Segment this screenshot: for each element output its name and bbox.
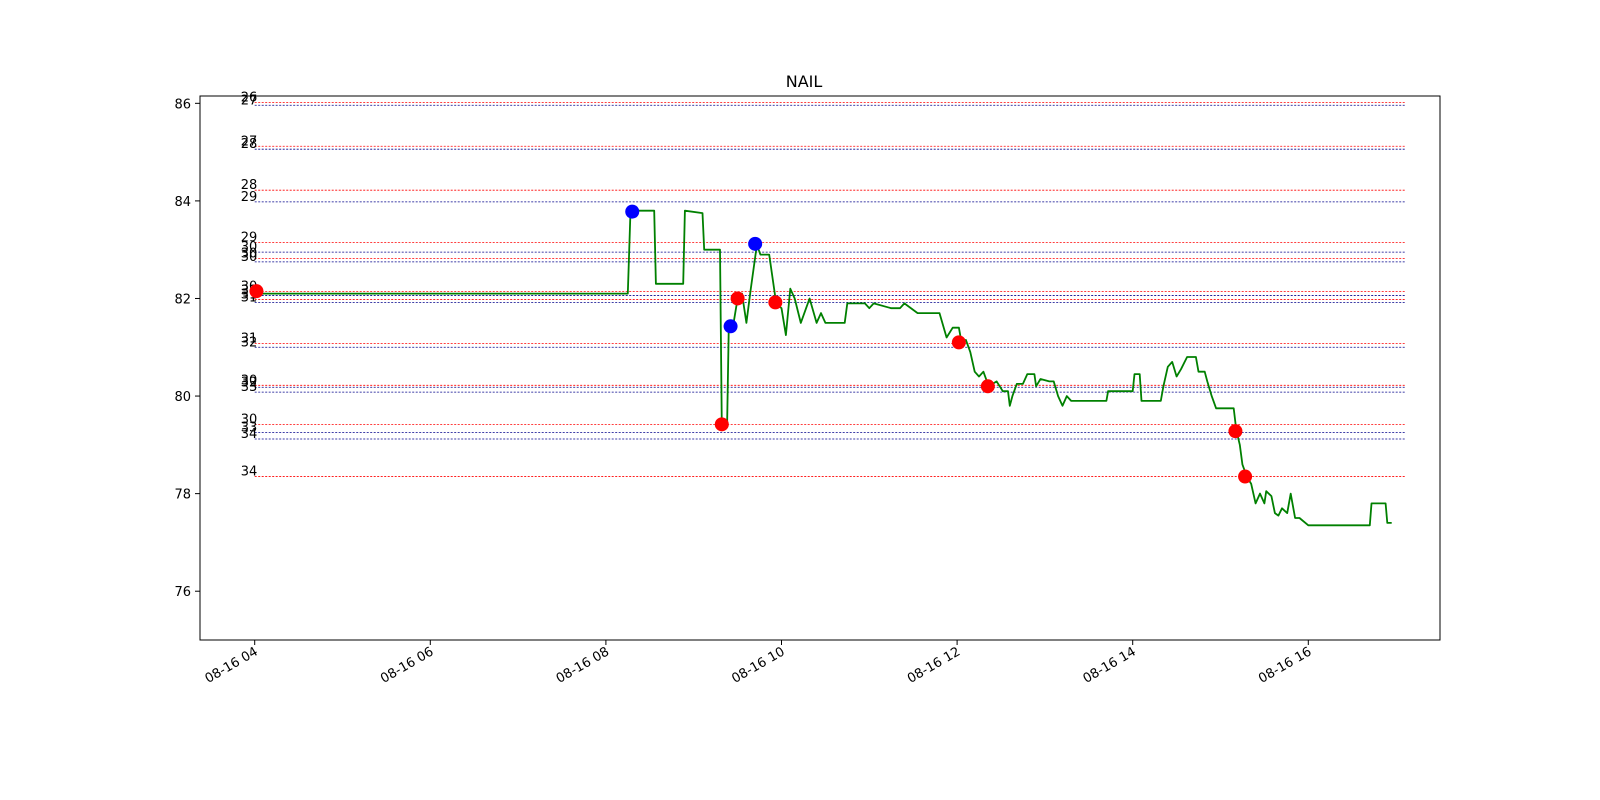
sell-point <box>1228 424 1243 439</box>
plot-area-frame <box>199 95 1441 641</box>
x-axis: 08-16 04 08-16 06 08-16 08 08-16 10 08-16 12… <box>203 640 1314 687</box>
sell-point <box>249 284 264 299</box>
level-label: 30 <box>241 412 258 427</box>
sell-point <box>714 417 729 432</box>
level-label: 29 <box>241 230 258 245</box>
level-label: 32 <box>241 375 258 390</box>
x-tick-label: 08-16 08 <box>554 644 612 686</box>
x-tick-label: 08-16 14 <box>1081 644 1139 686</box>
sell-point <box>768 295 783 310</box>
x-tick-label: 08-16 04 <box>203 644 261 686</box>
level-label: 34 <box>241 427 258 442</box>
level-label: 28 <box>241 178 258 193</box>
sell-point <box>730 291 745 306</box>
chart-title: NAIL <box>786 72 823 91</box>
y-tick-label: 84 <box>174 195 191 210</box>
y-tick-label: 82 <box>174 292 191 307</box>
sell-point <box>980 379 995 394</box>
level-label: 27 <box>241 134 258 149</box>
level-label: 29 <box>241 190 258 205</box>
sell-point <box>951 335 966 350</box>
y-tick-label: 76 <box>174 585 191 600</box>
buy-point <box>723 319 738 334</box>
level-label: 26 <box>241 90 258 105</box>
x-tick-label: 08-16 12 <box>905 644 963 686</box>
buy-point <box>625 204 640 219</box>
level-label: 27 <box>241 93 258 108</box>
sell-point <box>1238 469 1253 484</box>
level-label: 32 <box>241 335 258 350</box>
y-tick-label: 80 <box>174 390 191 405</box>
y-axis: 76 78 80 82 84 86 <box>174 97 200 600</box>
level-label: 30 <box>241 250 258 265</box>
level-label: 34 <box>241 465 258 480</box>
x-tick-label: 08-16 06 <box>378 644 436 686</box>
y-tick-label: 86 <box>174 97 191 112</box>
price-series <box>254 209 1392 527</box>
level-lines: 2627272828292930303030313131313230323330… <box>241 90 1405 480</box>
level-label: 31 <box>241 331 258 346</box>
level-label: 30 <box>241 240 258 255</box>
level-label: 28 <box>241 137 258 152</box>
buy-point <box>748 236 763 251</box>
level-label: 33 <box>241 380 258 395</box>
level-label: 30 <box>241 373 258 388</box>
level-label: 30 <box>241 246 258 261</box>
x-tick-label: 08-16 10 <box>729 644 787 686</box>
y-tick-label: 78 <box>174 488 191 503</box>
price-line <box>254 209 1392 527</box>
level-label: 33 <box>241 421 258 436</box>
x-tick-label: 08-16 16 <box>1256 644 1314 686</box>
trade-points <box>249 204 1253 484</box>
